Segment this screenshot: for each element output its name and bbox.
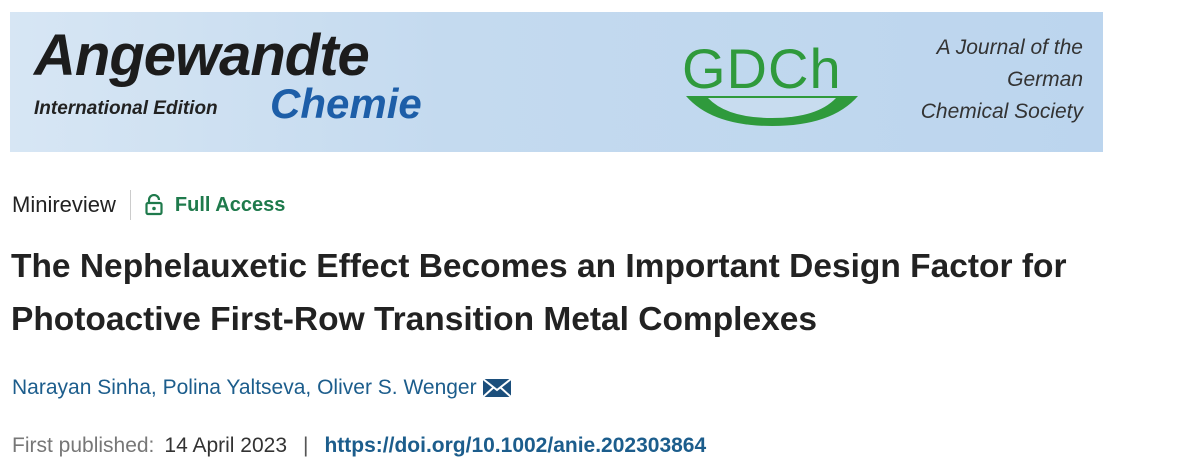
author-separator: , bbox=[305, 376, 318, 399]
access-text: Full Access bbox=[174, 193, 286, 216]
society-logo: GDCh bbox=[682, 37, 842, 100]
doi-link[interactable]: https://doi.org/10.1002/anie.202303864 bbox=[324, 434, 707, 457]
society-line: A Journal of the bbox=[936, 36, 1083, 59]
author-name[interactable]: Narayan Sinha bbox=[12, 376, 151, 399]
journal-banner[interactable]: Angewandte International Edition Chemie … bbox=[10, 12, 1103, 152]
access-badge: Full Access bbox=[145, 194, 285, 217]
society-line: German bbox=[1007, 68, 1083, 91]
publication-info: First published: 14 April 2023 | https:/… bbox=[12, 434, 706, 458]
article-meta: Minireview Full Access bbox=[12, 190, 285, 220]
separator: | bbox=[303, 434, 309, 457]
journal-name: Angewandte bbox=[34, 23, 370, 88]
published-label: First published: bbox=[12, 434, 155, 457]
edition: International Edition bbox=[34, 98, 218, 119]
divider bbox=[129, 190, 131, 220]
logo-arc bbox=[686, 96, 858, 126]
author-name[interactable]: Polina Yaltseva bbox=[162, 376, 306, 399]
journal-subname: Chemie bbox=[270, 80, 422, 127]
author-list: Narayan Sinha, Polina Yaltseva, Oliver S… bbox=[12, 376, 511, 400]
author-separator: , bbox=[150, 376, 163, 399]
article-title: The Nephelauxetic Effect Becomes an Impo… bbox=[11, 248, 1067, 338]
published-date: 14 April 2023 bbox=[164, 434, 288, 457]
society-text: A Journal of the German Chemical Society bbox=[921, 32, 1083, 128]
society-line: Chemical Society bbox=[920, 100, 1083, 123]
article-type: Minireview bbox=[12, 192, 116, 217]
email-icon[interactable] bbox=[482, 378, 511, 398]
author-name[interactable]: Oliver S. Wenger bbox=[317, 376, 477, 399]
lock-icon bbox=[145, 194, 163, 216]
